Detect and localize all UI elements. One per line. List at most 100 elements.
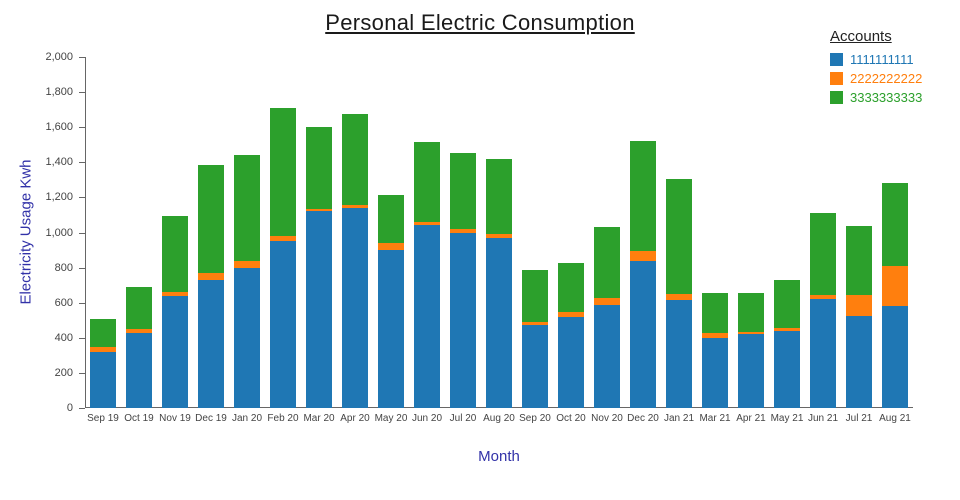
bars <box>85 57 913 408</box>
bar-segment-3333333333 <box>738 293 764 332</box>
bar-segment-2222222222 <box>198 272 224 280</box>
x-tick-label: Dec 20 <box>627 413 659 424</box>
legend-label: 3333333333 <box>850 90 923 105</box>
bar-group <box>697 57 733 408</box>
stacked-bar <box>198 164 224 408</box>
x-axis-labels: Sep 19 Oct 19 Nov 19 Dec 19 Jan 20 Feb 20 Mar … <box>85 413 913 429</box>
bar-segment-1111111111 <box>234 267 260 408</box>
bar-segment-3333333333 <box>126 286 152 330</box>
bar-segment-1111111111 <box>774 330 800 408</box>
stacked-bar <box>486 158 512 408</box>
y-tick-label: 2,000 <box>45 51 73 63</box>
bar-segment-2222222222 <box>702 332 728 338</box>
bar-segment-2222222222 <box>594 298 620 306</box>
bar-segment-3333333333 <box>486 158 512 235</box>
bar-group <box>373 57 409 408</box>
bar-segment-2222222222 <box>270 236 296 242</box>
y-tick-mark <box>79 127 85 129</box>
bar-group <box>157 57 193 408</box>
bar-segment-2222222222 <box>162 292 188 296</box>
y-tick-mark <box>79 232 85 234</box>
bar-group <box>733 57 769 408</box>
bar-segment-3333333333 <box>162 215 188 293</box>
legend-swatch-icon <box>830 72 843 85</box>
stacked-bar <box>270 107 296 408</box>
y-tick-label: 1,600 <box>45 121 73 134</box>
bar-segment-3333333333 <box>882 182 908 266</box>
stacked-bar <box>630 141 656 408</box>
stacked-bar <box>774 279 800 408</box>
bar-segment-1111111111 <box>270 241 296 408</box>
bar-segment-3333333333 <box>378 194 404 244</box>
bar-segment-3333333333 <box>774 279 800 329</box>
bar-segment-1111111111 <box>666 300 692 408</box>
stacked-bar <box>666 179 692 408</box>
x-tick-label: Jan 20 <box>231 413 263 424</box>
legend-item: 3333333333 <box>830 90 955 105</box>
bar-segment-1111111111 <box>450 232 476 408</box>
bar-group <box>589 57 625 408</box>
y-tick-mark <box>79 302 85 304</box>
bar-segment-2222222222 <box>522 322 548 325</box>
bar-segment-2222222222 <box>450 229 476 233</box>
x-tick-label: Oct 20 <box>556 413 586 424</box>
bar-segment-2222222222 <box>810 294 836 300</box>
bar-segment-1111111111 <box>342 207 368 408</box>
x-tick-label: Jun 20 <box>411 413 443 424</box>
y-tick-label: 1,000 <box>45 226 73 239</box>
x-tick-label: Nov 20 <box>591 413 623 424</box>
bar-group <box>193 57 229 408</box>
bar-group <box>121 57 157 408</box>
bar-group <box>265 57 301 408</box>
bar-segment-2222222222 <box>738 331 764 335</box>
bar-group <box>553 57 589 408</box>
y-tick-mark <box>79 267 85 269</box>
legend-item: 2222222222 <box>830 71 955 86</box>
y-tick-mark <box>79 337 85 339</box>
y-tick-label: 400 <box>54 331 73 344</box>
x-tick-label: Oct 19 <box>124 413 154 424</box>
bar-group <box>229 57 265 408</box>
bar-segment-2222222222 <box>90 347 116 352</box>
bar-segment-1111111111 <box>306 210 332 408</box>
stacked-bar <box>162 215 188 408</box>
bar-segment-3333333333 <box>306 127 332 209</box>
bar-segment-2222222222 <box>882 265 908 307</box>
stacked-bar <box>126 286 152 408</box>
x-tick-label: May 21 <box>770 413 804 424</box>
bar-segment-3333333333 <box>594 227 620 299</box>
bar-group <box>445 57 481 408</box>
x-axis-title: Month <box>478 448 520 465</box>
bar-segment-1111111111 <box>486 237 512 408</box>
bar-group <box>301 57 337 408</box>
y-tick-label: 0 <box>66 402 73 414</box>
bar-segment-3333333333 <box>234 155 260 261</box>
x-tick-label: Apr 21 <box>736 413 766 424</box>
stacked-bar <box>882 182 908 408</box>
stacked-bar <box>414 142 440 408</box>
bar-group <box>661 57 697 408</box>
y-tick-label: 1,800 <box>45 86 73 99</box>
x-tick-label: Apr 20 <box>340 413 370 424</box>
y-tick-mark <box>79 92 85 94</box>
bar-segment-3333333333 <box>198 164 224 273</box>
bar-segment-1111111111 <box>90 351 116 408</box>
y-axis-ticks: 0 200 400 600 800 1,000 1,200 1,400 1,600 1,800 2,… <box>0 51 85 414</box>
bar-segment-1111111111 <box>738 334 764 408</box>
bar-segment-2222222222 <box>378 243 404 251</box>
bar-group <box>85 57 121 408</box>
bar-segment-2222222222 <box>774 328 800 331</box>
bar-group <box>769 57 805 408</box>
stacked-bar <box>810 213 836 408</box>
bar-segment-3333333333 <box>450 152 476 229</box>
bar-segment-1111111111 <box>630 260 656 408</box>
x-tick-label: Feb 20 <box>267 413 299 424</box>
bar-segment-3333333333 <box>846 225 872 295</box>
legend-swatch-icon <box>830 91 843 104</box>
bar-segment-1111111111 <box>594 305 620 408</box>
chart-title: Personal Electric Consumption <box>325 10 635 35</box>
stacked-bar <box>306 127 332 408</box>
x-tick-label: Jul 20 <box>449 413 477 424</box>
y-tick-label: 600 <box>54 296 73 309</box>
x-tick-label: Nov 19 <box>159 413 191 424</box>
